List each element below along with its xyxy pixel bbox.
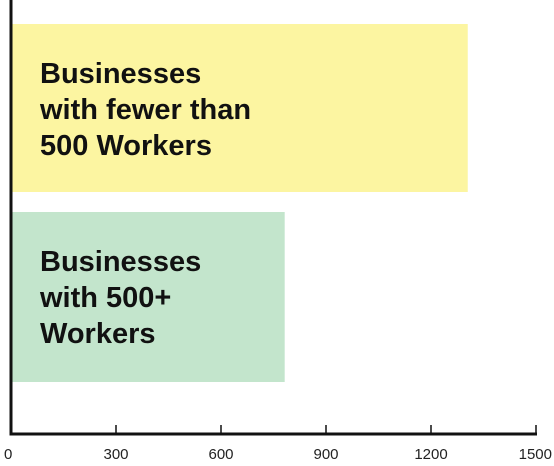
bars-group bbox=[11, 24, 468, 382]
bar-1 bbox=[11, 212, 285, 382]
bar-label-line: Workers bbox=[40, 318, 156, 350]
x-tick-label: 300 bbox=[103, 446, 128, 463]
bar-label-1: Businesses with 500+ Workers bbox=[39, 246, 201, 350]
x-tick-label: 600 bbox=[208, 446, 233, 463]
bar-label-line: with 500+ bbox=[39, 282, 171, 314]
bar-label-line: 500 Workers bbox=[40, 130, 212, 162]
x-tick-label: 1500 bbox=[519, 446, 552, 463]
x-ticks-group: 0 300 600 900 1200 1500 bbox=[4, 425, 552, 463]
bar-label-line: with fewer than bbox=[39, 94, 251, 126]
x-tick-label: 1200 bbox=[414, 446, 447, 463]
x-tick-label: 900 bbox=[313, 446, 338, 463]
bar-label-line: Businesses bbox=[40, 246, 201, 278]
axes-group bbox=[9, 0, 537, 436]
bar-label-line: Businesses bbox=[40, 58, 201, 90]
bar-label-0: Businesses with fewer than 500 Workers bbox=[39, 58, 251, 162]
bar-0 bbox=[11, 24, 468, 192]
x-tick-label: 0 bbox=[4, 446, 12, 463]
bar-labels-group: Businesses with fewer than 500 WorkersBusi… bbox=[39, 58, 251, 350]
